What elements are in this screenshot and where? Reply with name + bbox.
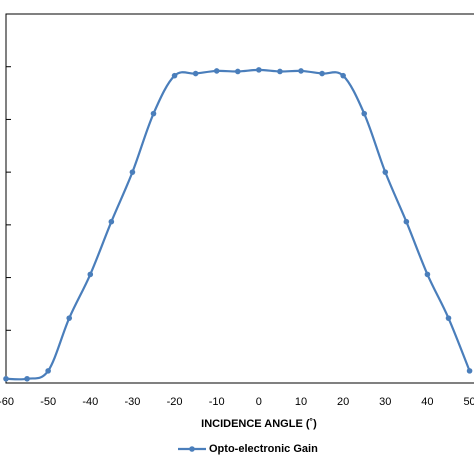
plot-frame bbox=[5, 13, 474, 384]
data-point bbox=[66, 315, 73, 321]
x-axis-title: INCIDENCE ANGLE (˚) bbox=[201, 418, 317, 430]
data-point bbox=[3, 375, 9, 382]
x-tick-label: 10 bbox=[295, 396, 307, 408]
data-point bbox=[256, 67, 262, 73]
data-point bbox=[403, 218, 410, 225]
data-point bbox=[340, 72, 346, 79]
x-tick-label: 30 bbox=[379, 396, 391, 408]
x-tick-label: -10 bbox=[209, 396, 225, 408]
data-point bbox=[277, 68, 283, 75]
legend-marker bbox=[189, 446, 195, 452]
data-point bbox=[108, 218, 115, 225]
x-tick-label: 20 bbox=[337, 396, 349, 408]
data-point bbox=[466, 368, 473, 374]
data-point bbox=[150, 110, 157, 117]
data-point bbox=[45, 368, 51, 374]
data-point bbox=[382, 169, 389, 175]
legend-label: Opto-electronic Gain bbox=[209, 443, 318, 455]
data-point bbox=[129, 169, 136, 175]
series-line bbox=[5, 68, 471, 381]
x-tick-label: -20 bbox=[167, 396, 183, 408]
x-tick-label: 50 bbox=[463, 396, 474, 408]
data-point bbox=[192, 70, 199, 77]
x-tick-label: -60 bbox=[0, 396, 14, 408]
data-point bbox=[87, 271, 94, 278]
data-point bbox=[361, 110, 368, 117]
data-point bbox=[171, 72, 178, 79]
x-tick-label: 0 bbox=[256, 396, 262, 408]
data-point bbox=[319, 70, 325, 77]
data-point bbox=[213, 68, 220, 74]
x-tick-label: -30 bbox=[124, 396, 140, 408]
data-point bbox=[424, 271, 431, 278]
x-tick-label: 40 bbox=[421, 396, 433, 408]
data-point bbox=[24, 375, 30, 382]
x-tick-label: -50 bbox=[40, 396, 56, 408]
data-point bbox=[445, 315, 452, 321]
x-tick-label: -40 bbox=[82, 396, 98, 408]
data-point bbox=[298, 68, 304, 74]
data-point bbox=[234, 68, 241, 75]
